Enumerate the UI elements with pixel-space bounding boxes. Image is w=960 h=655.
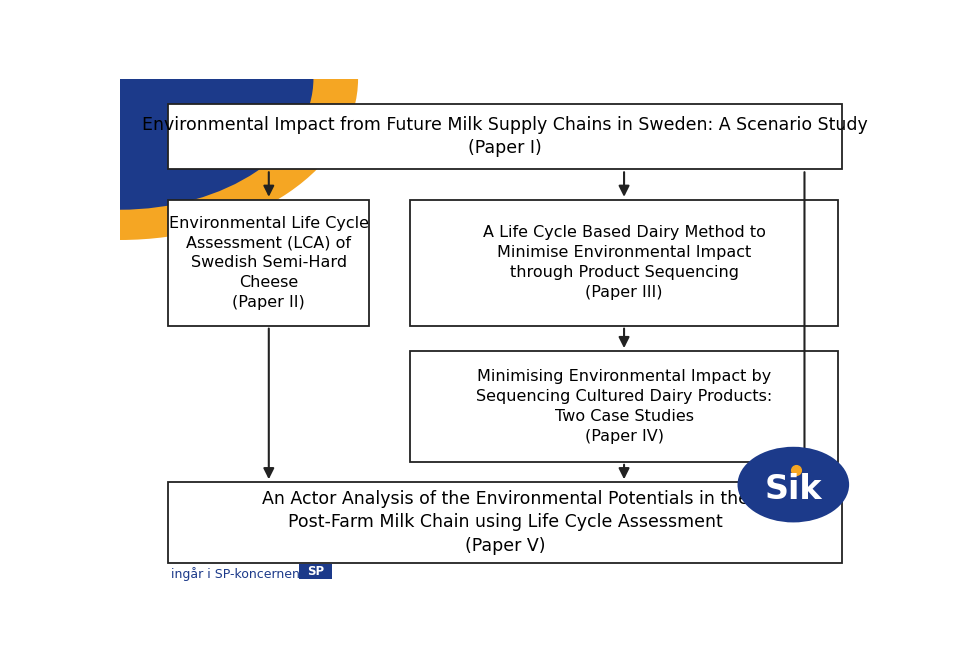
Text: A Life Cycle Based Dairy Method to
Minimise Environmental Impact
through Product: A Life Cycle Based Dairy Method to Minim…: [483, 225, 765, 300]
Text: ingår i SP-koncernen: ingår i SP-koncernen: [171, 567, 300, 581]
FancyBboxPatch shape: [168, 200, 370, 326]
Wedge shape: [120, 79, 313, 210]
FancyBboxPatch shape: [410, 200, 838, 326]
Text: Minimising Environmental Impact by
Sequencing Cultured Dairy Products:
Two Case : Minimising Environmental Impact by Seque…: [476, 369, 772, 443]
Text: Sik: Sik: [764, 473, 822, 506]
Text: SP: SP: [307, 565, 324, 578]
Circle shape: [737, 447, 849, 523]
FancyBboxPatch shape: [410, 351, 838, 462]
FancyBboxPatch shape: [299, 564, 332, 579]
FancyBboxPatch shape: [168, 104, 842, 170]
Wedge shape: [120, 79, 358, 240]
Text: An Actor Analysis of the Environmental Potentials in the
Post-Farm Milk Chain us: An Actor Analysis of the Environmental P…: [261, 490, 749, 555]
Text: Environmental Impact from Future Milk Supply Chains in Sweden: A Scenario Study
: Environmental Impact from Future Milk Su…: [142, 116, 868, 157]
FancyBboxPatch shape: [168, 482, 842, 563]
Text: Environmental Life Cycle
Assessment (LCA) of
Swedish Semi-Hard
Cheese
(Paper II): Environmental Life Cycle Assessment (LCA…: [169, 215, 369, 310]
